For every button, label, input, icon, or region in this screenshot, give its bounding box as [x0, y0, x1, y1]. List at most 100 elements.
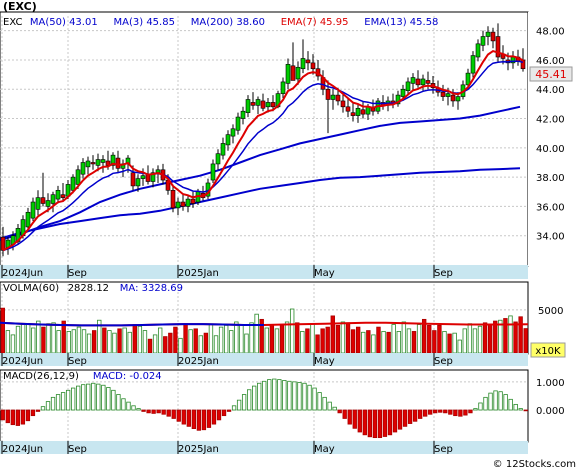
volume-bar	[406, 328, 412, 354]
volume-bar	[208, 324, 214, 354]
volume-bar	[25, 323, 31, 354]
volume-bar	[432, 330, 437, 354]
macd-bar	[96, 383, 101, 411]
volume-bar	[401, 321, 407, 354]
macd-bar	[216, 409, 222, 421]
macd-bar	[493, 390, 498, 411]
volume-bar	[376, 326, 381, 354]
candle-body	[340, 100, 346, 108]
macd-bar	[438, 409, 443, 413]
macd-bar	[55, 394, 61, 411]
candle-body	[475, 43, 481, 58]
volume-bar	[335, 324, 341, 354]
volume-bar	[310, 323, 315, 354]
volume-bar	[142, 330, 148, 354]
candle-body	[265, 102, 271, 108]
macd-tick-label: 0.000	[536, 406, 565, 417]
y-tick-label: 48.00	[536, 27, 565, 38]
candle-body	[70, 176, 76, 191]
footer-credit: © 12Stocks.com	[493, 459, 576, 470]
legend-item: 2828.12	[68, 283, 109, 294]
month-label: Sep	[434, 444, 453, 455]
macd-bar	[307, 384, 312, 411]
macd-bar	[131, 405, 136, 411]
macd-bar	[71, 387, 76, 411]
volume-bar	[330, 315, 335, 354]
month-strip-1	[0, 265, 528, 279]
candle-body	[50, 194, 56, 204]
volume-bar	[325, 326, 330, 354]
volume-bar	[295, 322, 300, 354]
candle-body	[445, 93, 451, 97]
macd-bar	[91, 382, 96, 411]
volume-bar	[482, 322, 488, 354]
volume-bar	[229, 330, 234, 354]
macd-bar	[458, 409, 463, 417]
volume-bar	[472, 328, 478, 354]
volume-bar	[442, 331, 447, 354]
y-tick-label: 44.00	[536, 85, 565, 96]
candle-body	[465, 72, 471, 86]
candle-body	[350, 112, 356, 116]
candle-body	[300, 58, 306, 70]
month-label: 2025Jan	[178, 268, 219, 279]
candle-body	[115, 157, 121, 169]
volume-bar	[56, 330, 61, 354]
volume-ma-line-blue	[0, 321, 264, 327]
candle-body	[215, 153, 221, 165]
macd-bar	[312, 387, 317, 411]
volume-bar	[289, 308, 295, 354]
volume-bar	[350, 329, 356, 354]
macd-bar	[111, 389, 116, 411]
volume-bar	[381, 331, 386, 354]
candle-body	[100, 159, 106, 163]
candle-body	[80, 162, 86, 175]
candle-body	[175, 201, 181, 209]
macd-bar	[76, 385, 81, 411]
macd-bar	[483, 396, 488, 411]
macd-bar	[20, 409, 26, 425]
candle-body	[270, 102, 276, 108]
volume-bar	[239, 324, 244, 354]
macd-bar	[15, 409, 21, 426]
volume-bar	[249, 322, 254, 354]
volume-bar	[457, 339, 462, 354]
macd-bar	[327, 401, 332, 411]
volume-bar	[152, 334, 158, 354]
candle-body	[480, 36, 486, 46]
candle-body	[25, 211, 31, 228]
macd-bar	[292, 381, 297, 411]
volume-bar	[234, 321, 239, 354]
candle-body	[90, 162, 96, 165]
macd-bar	[513, 403, 518, 411]
candle-body	[470, 55, 476, 74]
macd-bar	[357, 409, 362, 433]
volume-bar	[213, 335, 219, 354]
macd-bar	[377, 409, 383, 439]
macd-bar	[297, 382, 302, 411]
volume-bar	[91, 330, 97, 354]
volume-bar	[137, 325, 143, 354]
volume-bar	[320, 328, 325, 354]
macd-bar	[317, 392, 322, 411]
macd-bar	[257, 382, 262, 411]
macd-bar	[136, 408, 141, 411]
volume-bar	[20, 324, 26, 354]
candle-body	[35, 197, 41, 210]
volume-bar	[427, 324, 432, 354]
macd-bar	[433, 409, 438, 414]
volume-bar	[508, 315, 513, 354]
candle-body	[405, 81, 411, 92]
candle-body	[450, 94, 456, 102]
ema13-line	[2, 60, 524, 252]
month-label: May	[314, 444, 335, 455]
volume-bar	[513, 321, 518, 354]
candle-body	[335, 94, 341, 102]
macd-bar	[508, 398, 513, 411]
candle-body	[485, 31, 491, 37]
macd-bar	[453, 409, 458, 417]
volume-bar	[107, 330, 112, 354]
volume-bar	[218, 326, 224, 354]
candle-body	[290, 65, 296, 81]
macd-bar	[156, 409, 161, 414]
